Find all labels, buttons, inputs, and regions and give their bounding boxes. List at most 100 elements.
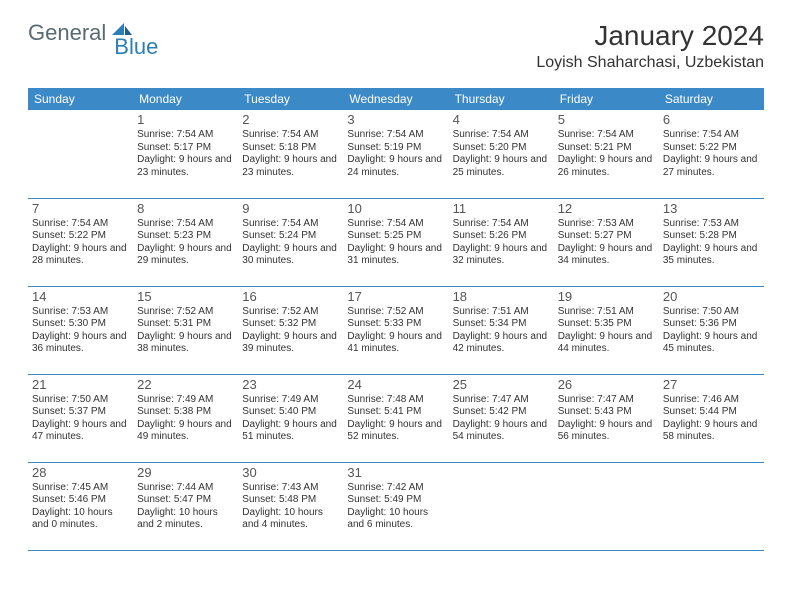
sunset-line: Sunset: 5:36 PM [663, 318, 760, 331]
sunset-line: Sunset: 5:40 PM [242, 406, 339, 419]
calendar-week-row: 21Sunrise: 7:50 AMSunset: 5:37 PMDayligh… [28, 374, 764, 462]
calendar-day-cell: 1Sunrise: 7:54 AMSunset: 5:17 PMDaylight… [133, 110, 238, 198]
brand-part1: General [28, 20, 106, 46]
calendar-day-cell: 24Sunrise: 7:48 AMSunset: 5:41 PMDayligh… [343, 374, 448, 462]
calendar-day-cell: 17Sunrise: 7:52 AMSunset: 5:33 PMDayligh… [343, 286, 448, 374]
page-header: General Blue January 2024 Loyish Shaharc… [28, 20, 764, 72]
sunset-line: Sunset: 5:23 PM [137, 230, 234, 243]
daylight-line: Daylight: 9 hours and 56 minutes. [558, 419, 655, 444]
calendar-day-cell [449, 462, 554, 550]
daylight-line: Daylight: 9 hours and 26 minutes. [558, 154, 655, 179]
calendar-day-cell: 14Sunrise: 7:53 AMSunset: 5:30 PMDayligh… [28, 286, 133, 374]
day-number: 8 [137, 201, 234, 217]
calendar-day-cell: 20Sunrise: 7:50 AMSunset: 5:36 PMDayligh… [659, 286, 764, 374]
sunrise-line: Sunrise: 7:53 AM [32, 306, 129, 319]
sunset-line: Sunset: 5:31 PM [137, 318, 234, 331]
calendar-day-cell: 8Sunrise: 7:54 AMSunset: 5:23 PMDaylight… [133, 198, 238, 286]
sunrise-line: Sunrise: 7:52 AM [137, 306, 234, 319]
sunrise-line: Sunrise: 7:50 AM [32, 394, 129, 407]
daylight-line: Daylight: 10 hours and 2 minutes. [137, 507, 234, 532]
day-number: 24 [347, 377, 444, 393]
day-number: 7 [32, 201, 129, 217]
day-number: 3 [347, 112, 444, 128]
sunrise-line: Sunrise: 7:44 AM [137, 482, 234, 495]
day-number: 4 [453, 112, 550, 128]
daylight-line: Daylight: 9 hours and 36 minutes. [32, 331, 129, 356]
calendar-day-cell: 6Sunrise: 7:54 AMSunset: 5:22 PMDaylight… [659, 110, 764, 198]
day-number: 23 [242, 377, 339, 393]
daylight-line: Daylight: 9 hours and 41 minutes. [347, 331, 444, 356]
sunrise-line: Sunrise: 7:47 AM [453, 394, 550, 407]
day-number: 19 [558, 289, 655, 305]
calendar-day-cell: 28Sunrise: 7:45 AMSunset: 5:46 PMDayligh… [28, 462, 133, 550]
sunrise-line: Sunrise: 7:54 AM [453, 129, 550, 142]
sunset-line: Sunset: 5:28 PM [663, 230, 760, 243]
sunset-line: Sunset: 5:35 PM [558, 318, 655, 331]
calendar-day-cell: 7Sunrise: 7:54 AMSunset: 5:22 PMDaylight… [28, 198, 133, 286]
sunrise-line: Sunrise: 7:46 AM [663, 394, 760, 407]
calendar-week-row: 28Sunrise: 7:45 AMSunset: 5:46 PMDayligh… [28, 462, 764, 550]
day-number: 30 [242, 465, 339, 481]
sunrise-line: Sunrise: 7:50 AM [663, 306, 760, 319]
calendar-day-cell: 31Sunrise: 7:42 AMSunset: 5:49 PMDayligh… [343, 462, 448, 550]
calendar-head: SundayMondayTuesdayWednesdayThursdayFrid… [28, 88, 764, 110]
calendar-day-cell [28, 110, 133, 198]
sunrise-line: Sunrise: 7:54 AM [347, 218, 444, 231]
calendar-day-cell: 19Sunrise: 7:51 AMSunset: 5:35 PMDayligh… [554, 286, 659, 374]
sunset-line: Sunset: 5:30 PM [32, 318, 129, 331]
day-number: 1 [137, 112, 234, 128]
calendar-day-cell [554, 462, 659, 550]
daylight-line: Daylight: 9 hours and 29 minutes. [137, 243, 234, 268]
sunrise-line: Sunrise: 7:53 AM [558, 218, 655, 231]
day-number: 22 [137, 377, 234, 393]
daylight-line: Daylight: 9 hours and 24 minutes. [347, 154, 444, 179]
sunset-line: Sunset: 5:32 PM [242, 318, 339, 331]
calendar-day-cell: 22Sunrise: 7:49 AMSunset: 5:38 PMDayligh… [133, 374, 238, 462]
daylight-line: Daylight: 9 hours and 23 minutes. [137, 154, 234, 179]
sunrise-line: Sunrise: 7:47 AM [558, 394, 655, 407]
day-number: 17 [347, 289, 444, 305]
daylight-line: Daylight: 9 hours and 58 minutes. [663, 419, 760, 444]
day-number: 18 [453, 289, 550, 305]
daylight-line: Daylight: 9 hours and 35 minutes. [663, 243, 760, 268]
sunrise-line: Sunrise: 7:51 AM [453, 306, 550, 319]
day-number: 16 [242, 289, 339, 305]
calendar-day-cell: 9Sunrise: 7:54 AMSunset: 5:24 PMDaylight… [238, 198, 343, 286]
sunset-line: Sunset: 5:44 PM [663, 406, 760, 419]
day-number: 15 [137, 289, 234, 305]
sunset-line: Sunset: 5:19 PM [347, 142, 444, 155]
calendar-day-cell: 5Sunrise: 7:54 AMSunset: 5:21 PMDaylight… [554, 110, 659, 198]
sunset-line: Sunset: 5:26 PM [453, 230, 550, 243]
day-number: 20 [663, 289, 760, 305]
calendar-day-cell: 4Sunrise: 7:54 AMSunset: 5:20 PMDaylight… [449, 110, 554, 198]
dow-header: Saturday [659, 88, 764, 110]
sunrise-line: Sunrise: 7:51 AM [558, 306, 655, 319]
sunset-line: Sunset: 5:38 PM [137, 406, 234, 419]
daylight-line: Daylight: 9 hours and 34 minutes. [558, 243, 655, 268]
daylight-line: Daylight: 9 hours and 52 minutes. [347, 419, 444, 444]
sunset-line: Sunset: 5:24 PM [242, 230, 339, 243]
day-number: 13 [663, 201, 760, 217]
daylight-line: Daylight: 9 hours and 38 minutes. [137, 331, 234, 356]
calendar-day-cell: 27Sunrise: 7:46 AMSunset: 5:44 PMDayligh… [659, 374, 764, 462]
sunrise-line: Sunrise: 7:53 AM [663, 218, 760, 231]
calendar-day-cell: 10Sunrise: 7:54 AMSunset: 5:25 PMDayligh… [343, 198, 448, 286]
sunrise-line: Sunrise: 7:49 AM [137, 394, 234, 407]
sunset-line: Sunset: 5:47 PM [137, 494, 234, 507]
brand-part2: Blue [114, 34, 158, 60]
sunset-line: Sunset: 5:42 PM [453, 406, 550, 419]
daylight-line: Daylight: 9 hours and 39 minutes. [242, 331, 339, 356]
day-number: 26 [558, 377, 655, 393]
daylight-line: Daylight: 9 hours and 31 minutes. [347, 243, 444, 268]
sunrise-line: Sunrise: 7:54 AM [453, 218, 550, 231]
calendar-day-cell: 18Sunrise: 7:51 AMSunset: 5:34 PMDayligh… [449, 286, 554, 374]
sunset-line: Sunset: 5:22 PM [663, 142, 760, 155]
day-number: 21 [32, 377, 129, 393]
sunset-line: Sunset: 5:49 PM [347, 494, 444, 507]
sunset-line: Sunset: 5:46 PM [32, 494, 129, 507]
daylight-line: Daylight: 9 hours and 54 minutes. [453, 419, 550, 444]
sunrise-line: Sunrise: 7:52 AM [242, 306, 339, 319]
sunrise-line: Sunrise: 7:54 AM [558, 129, 655, 142]
daylight-line: Daylight: 10 hours and 6 minutes. [347, 507, 444, 532]
day-number: 11 [453, 201, 550, 217]
